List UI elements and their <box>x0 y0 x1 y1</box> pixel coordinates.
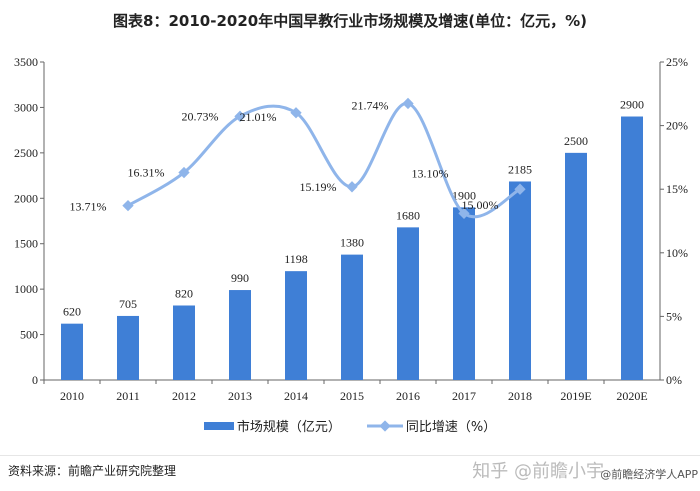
legend-line-label: 同比增速（%） <box>405 420 497 435</box>
bar-value-label: 2900 <box>620 98 644 112</box>
right-tick-label: 10% <box>666 246 688 260</box>
growth-marker <box>514 183 526 195</box>
x-tick-label: 2017 <box>452 389 476 403</box>
legend-item-line: 同比增速（%） <box>366 416 497 435</box>
bar <box>397 227 419 380</box>
bar <box>229 290 251 380</box>
x-tick-label: 2016 <box>396 389 420 403</box>
growth-value-label: 16.31% <box>128 166 165 180</box>
divider <box>0 455 700 456</box>
right-tick-label: 25% <box>666 55 688 69</box>
left-tick-label: 500 <box>20 328 38 342</box>
x-tick-label: 2011 <box>116 389 140 403</box>
left-tick-label: 3000 <box>14 100 38 114</box>
bar-value-label: 705 <box>119 297 137 311</box>
x-tick-label: 2014 <box>284 389 308 403</box>
left-tick-label: 1000 <box>14 282 38 296</box>
bar-value-label: 620 <box>63 305 81 319</box>
bar <box>61 323 83 380</box>
right-tick-label: 20% <box>666 119 688 133</box>
legend-line-swatch <box>366 419 403 432</box>
watermark: 知乎 @前瞻小宇 <box>472 461 604 482</box>
legend-bar-swatch <box>203 421 234 430</box>
growth-value-label: 15.00% <box>462 198 499 212</box>
legend-bar-label: 市场规模（亿元） <box>236 420 341 435</box>
legend: 市场规模（亿元） 同比增速（%） <box>0 416 700 435</box>
left-tick-label: 3500 <box>14 55 38 69</box>
bar-value-label: 1680 <box>396 208 420 222</box>
x-tick-label: 2020E <box>616 389 647 403</box>
bar <box>173 305 195 380</box>
bar <box>509 181 531 380</box>
x-tick-label: 2019E <box>560 389 591 403</box>
growth-value-label: 15.19% <box>300 180 337 194</box>
bar <box>565 152 587 380</box>
chart-svg: 0 500 1000 1500 2000 2500 3000 3500 0% 5% 10% 15% 20… <box>14 55 688 403</box>
right-tick-label: 15% <box>666 182 688 196</box>
x-tick-label: 2010 <box>60 389 84 403</box>
growth-marker <box>122 199 134 212</box>
bar <box>285 271 307 380</box>
growth-line <box>127 101 521 219</box>
left-tick-label: 2500 <box>14 146 38 160</box>
bar-value-label: 1900 <box>452 188 476 202</box>
growth-marker <box>178 166 190 179</box>
right-tick-label: 0% <box>666 373 682 387</box>
growth-value-label: 13.10% <box>412 166 449 180</box>
x-tick-label: 2015 <box>340 389 364 403</box>
watermark-app: @前瞻经济学人APP <box>600 468 698 481</box>
growth-value-label: 21.74% <box>352 98 389 112</box>
bar <box>341 254 363 380</box>
x-tick-label: 2012 <box>172 389 196 403</box>
bar <box>621 116 643 380</box>
bar-value-label: 990 <box>231 271 249 285</box>
bar-value-label: 820 <box>175 286 193 300</box>
left-tick-label: 0 <box>32 373 38 387</box>
growth-marker <box>458 207 470 220</box>
growth-marker <box>346 181 358 193</box>
x-tick-label: 2013 <box>228 389 252 403</box>
bar-value-label: 2185 <box>508 162 532 176</box>
legend-item-bar: 市场规模（亿元） <box>203 416 341 435</box>
bar-value-label: 1380 <box>340 236 364 250</box>
left-tick-label: 2000 <box>14 191 38 205</box>
right-tick-label: 5% <box>666 309 682 323</box>
left-tick-label: 1500 <box>14 237 38 251</box>
chart-title: 图表8：2010-2020年中国早教行业市场规模及增速(单位：亿元，%) <box>113 12 587 30</box>
bar-value-label: 1198 <box>284 252 308 266</box>
growth-value-label: 13.71% <box>70 200 107 214</box>
bar <box>117 315 139 380</box>
source-note: 资料来源：前瞻产业研究院整理 <box>8 464 177 478</box>
bar <box>453 207 475 380</box>
bar-value-label: 2500 <box>564 134 588 148</box>
growth-value-label: 20.73% <box>182 109 219 123</box>
growth-value-label: 21.01% <box>240 110 277 124</box>
x-tick-label: 2018 <box>508 389 532 403</box>
